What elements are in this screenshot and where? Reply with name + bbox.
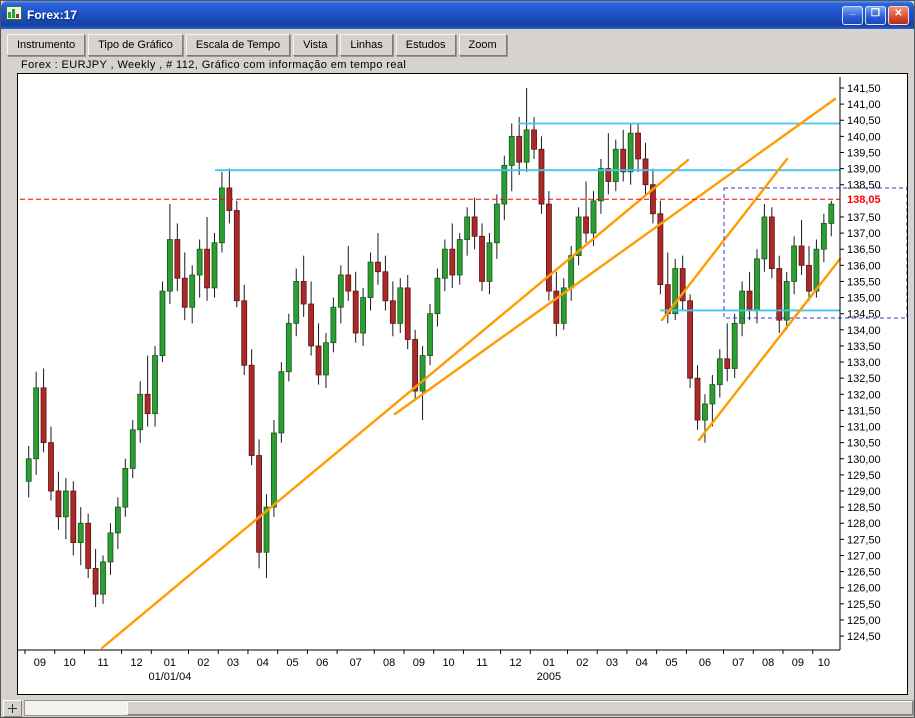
svg-text:04: 04 [257,657,269,669]
window-controls: _ ❐ ✕ [842,5,909,25]
svg-text:09: 09 [792,657,804,669]
svg-text:08: 08 [383,657,395,669]
svg-text:06: 06 [316,657,328,669]
svg-text:03: 03 [606,657,618,669]
menu-estudos[interactable]: Estudos [395,34,456,56]
svg-text:137,00: 137,00 [847,228,881,240]
svg-text:132,50: 132,50 [847,373,881,385]
menu-linhas[interactable]: Linhas [340,34,393,56]
menu-escala-de-tempo[interactable]: Escala de Tempo [185,34,291,56]
svg-text:131,50: 131,50 [847,405,881,417]
svg-text:138,50: 138,50 [847,180,881,192]
svg-text:139,50: 139,50 [847,147,881,159]
svg-text:136,50: 136,50 [847,244,881,256]
svg-text:133,50: 133,50 [847,341,881,353]
svg-text:10: 10 [442,657,454,669]
svg-text:138,05: 138,05 [847,194,881,206]
maximize-icon: ❐ [871,8,880,19]
hscroll-thumb[interactable] [127,701,913,715]
svg-text:01: 01 [543,657,555,669]
svg-text:131,00: 131,00 [847,422,881,434]
svg-text:127,50: 127,50 [847,534,881,546]
svg-text:07: 07 [350,657,362,669]
svg-text:02: 02 [576,657,588,669]
svg-text:129,50: 129,50 [847,470,881,482]
svg-text:127,00: 127,00 [847,550,881,562]
toolbar: Instrumento Tipo de Gráfico Escala de Te… [7,34,507,56]
hscroll-track[interactable] [24,700,914,716]
minimize-button[interactable]: _ [842,5,863,25]
menu-zoom[interactable]: Zoom [458,34,507,56]
svg-text:135,00: 135,00 [847,293,881,305]
chart-info-text: Forex : EURJPY , Weekly , # 112, Gráfico… [21,59,407,71]
svg-text:137,50: 137,50 [847,212,881,224]
svg-text:125,00: 125,00 [847,615,881,627]
svg-text:10: 10 [818,657,830,669]
svg-text:129,00: 129,00 [847,486,881,498]
titlebar[interactable]: Forex:17 _ ❐ ✕ [1,1,914,29]
svg-text:136,00: 136,00 [847,260,881,272]
menu-instrumento[interactable]: Instrumento [7,34,86,56]
pan-icon [8,703,17,713]
svg-text:128,50: 128,50 [847,502,881,514]
svg-text:126,00: 126,00 [847,583,881,595]
svg-text:01/01/04: 01/01/04 [148,671,191,683]
svg-text:126,50: 126,50 [847,567,881,579]
menu-vista[interactable]: Vista [293,34,338,56]
svg-text:03: 03 [227,657,239,669]
chart-panel: 141,50 141,00 140,50 140,00 139,50 139,00 138,… [17,73,908,695]
svg-text:09: 09 [34,657,46,669]
svg-text:10: 10 [63,657,75,669]
svg-text:140,00: 140,00 [847,131,881,143]
svg-text:11: 11 [97,657,108,669]
close-button[interactable]: ✕ [888,5,909,25]
svg-text:02: 02 [197,657,209,669]
svg-text:134,50: 134,50 [847,309,881,321]
minimize-icon: _ [849,5,856,16]
svg-text:07: 07 [732,657,744,669]
svg-text:11: 11 [476,657,487,669]
svg-text:2005: 2005 [537,671,561,683]
chart-canvas[interactable]: 141,50 141,00 140,50 140,00 139,50 139,00 138,… [18,74,907,694]
svg-text:04: 04 [636,657,648,669]
svg-text:140,50: 140,50 [847,115,881,127]
svg-text:139,00: 139,00 [847,164,881,176]
svg-text:12: 12 [130,657,142,669]
svg-text:141,50: 141,50 [847,83,881,95]
svg-text:133,00: 133,00 [847,357,881,369]
window-title: Forex:17 [27,8,78,22]
svg-text:12: 12 [509,657,521,669]
pan-button[interactable] [3,699,22,717]
svg-text:06: 06 [699,657,711,669]
svg-text:09: 09 [413,657,425,669]
svg-text:124,50: 124,50 [847,631,881,643]
svg-text:135,50: 135,50 [847,276,881,288]
maximize-button[interactable]: ❐ [865,5,886,25]
svg-text:08: 08 [762,657,774,669]
svg-text:05: 05 [286,657,298,669]
svg-text:130,50: 130,50 [847,438,881,450]
bottom-scrollbar-row [3,699,914,717]
svg-text:132,00: 132,00 [847,389,881,401]
menu-tipo-de-grafico[interactable]: Tipo de Gráfico [88,34,183,56]
svg-text:130,00: 130,00 [847,454,881,466]
svg-text:141,00: 141,00 [847,99,881,111]
svg-text:05: 05 [665,657,677,669]
svg-text:125,50: 125,50 [847,599,881,611]
svg-text:01: 01 [164,657,176,669]
app-icon [6,5,22,25]
close-icon: ✕ [894,8,903,19]
svg-text:134,00: 134,00 [847,325,881,337]
svg-text:128,00: 128,00 [847,518,881,530]
